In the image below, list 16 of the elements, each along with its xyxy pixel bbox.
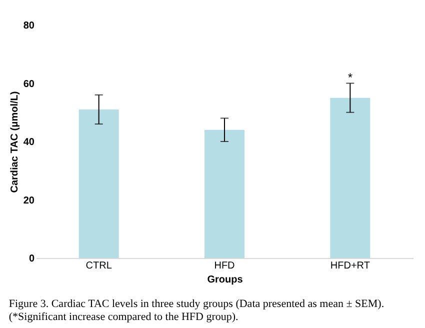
x-axis-title: Groups xyxy=(207,274,244,286)
text: (*Significant increase compared to the HFD group). xyxy=(8,311,239,323)
y-tick-label: 0 xyxy=(28,254,35,264)
y-tick-label: 40 xyxy=(23,137,35,148)
bar xyxy=(204,130,244,258)
bar xyxy=(78,109,119,258)
y-tick-label: 60 xyxy=(23,78,35,90)
bar xyxy=(330,98,370,258)
y-tick-label: 20 xyxy=(23,195,35,206)
x-tick-label: HFD xyxy=(214,260,235,272)
caption: Figure 3. Cardiac TAC levels in three study groups (Data presented as mean ± SEM). xyxy=(8,298,384,310)
x-tick-label: CTRL xyxy=(86,260,112,272)
annotation: * xyxy=(348,70,353,84)
x-tick-label: HFD+RT xyxy=(330,260,370,272)
y-axis-title: Cardiac TAC (μmol/L) xyxy=(9,91,20,193)
y-tick-label: 80 xyxy=(23,20,35,32)
